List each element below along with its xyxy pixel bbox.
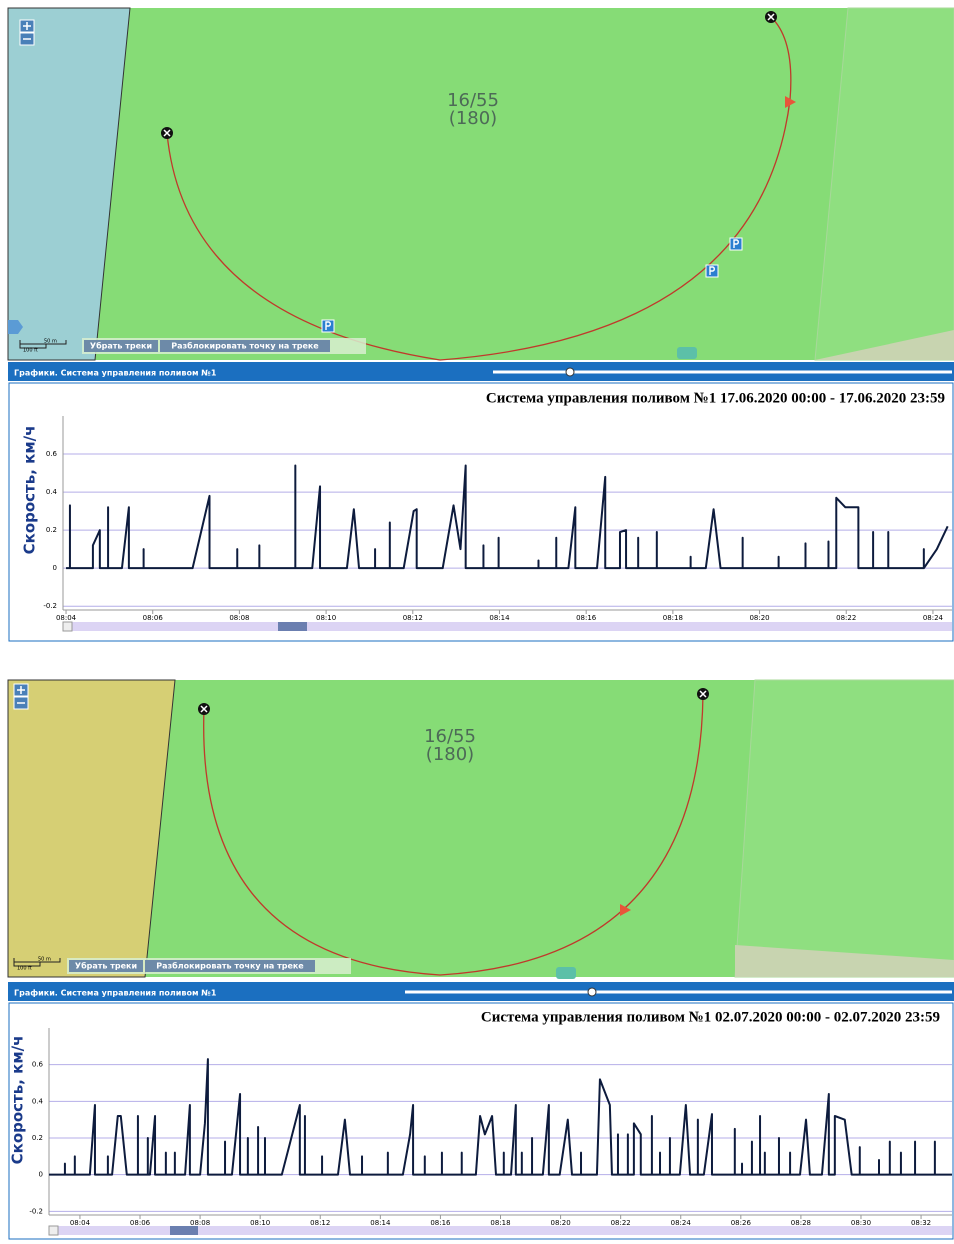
x-tick-label: 08:24 <box>671 1219 692 1227</box>
screenshot: 16/55(180)50 m100 ftУбрать трекиРазблоки… <box>0 0 954 1240</box>
x-tick-label: 08:30 <box>851 1219 871 1227</box>
y-tick-label: 0.2 <box>32 1134 43 1142</box>
x-tick-label: 08:18 <box>490 1219 510 1227</box>
x-tick-label: 08:04 <box>70 1219 91 1227</box>
y-tick-label: 0.6 <box>32 1061 44 1069</box>
button-label: Убрать треки <box>75 961 137 971</box>
button-label: Убрать треки <box>90 341 152 351</box>
y-tick-label: -0.2 <box>29 1207 43 1215</box>
y-tick-label: 0.6 <box>46 450 58 458</box>
x-tick-label: 08:22 <box>611 1219 631 1227</box>
y-tick-label: 0 <box>39 1171 43 1179</box>
y-axis-label: Скорость, км/ч <box>9 1036 27 1165</box>
x-tick-label: 08:10 <box>250 1219 270 1227</box>
x-tick-label: 08:12 <box>310 1219 330 1227</box>
time-slider-knob[interactable] <box>566 368 574 376</box>
x-tick-label: 08:28 <box>791 1219 811 1227</box>
scale-metric: 50 m <box>44 339 57 345</box>
field-area: (180) <box>449 108 497 129</box>
button-label: Разблокировать точку на треке <box>156 961 304 971</box>
y-tick-label: -0.2 <box>43 602 57 610</box>
map-field-edge <box>735 680 954 977</box>
x-tick-label: 08:14 <box>370 1219 391 1227</box>
map-neighbor-area <box>8 680 175 977</box>
field-area: (180) <box>426 744 474 765</box>
x-tick-label: 08:08 <box>229 614 249 622</box>
scale-imperial: 100 ft <box>23 348 38 354</box>
x-tick-label: 08:06 <box>130 1219 151 1227</box>
x-tick-label: 08:22 <box>836 614 856 622</box>
chart-title: Система управления поливом №1 17.06.2020… <box>486 390 945 406</box>
y-tick-label: 0 <box>53 564 57 572</box>
chart-title: Система управления поливом №1 02.07.2020… <box>481 1009 940 1025</box>
x-tick-label: 08:18 <box>663 614 683 622</box>
y-tick-label: 0.4 <box>32 1097 44 1105</box>
x-tick-label: 08:32 <box>911 1219 931 1227</box>
chart-scrollbar-thumb[interactable] <box>170 1226 198 1235</box>
chart-scrollbar[interactable] <box>63 622 952 631</box>
y-axis-label: Скорость, км/ч <box>21 426 39 555</box>
x-tick-label: 08:26 <box>731 1219 752 1227</box>
time-slider-knob[interactable] <box>588 988 596 996</box>
chart-scrollbar-left[interactable] <box>49 1226 58 1235</box>
x-tick-label: 08:16 <box>430 1219 451 1227</box>
panel-title: Графики. Система управления поливом №1 <box>14 369 217 378</box>
x-tick-label: 08:10 <box>316 614 336 622</box>
button-label: Разблокировать точку на треке <box>171 341 319 351</box>
chart-scrollbar-thumb[interactable] <box>278 622 307 631</box>
x-tick-label: 08:04 <box>56 614 77 622</box>
x-tick-label: 08:24 <box>923 614 944 622</box>
y-tick-label: 0.4 <box>46 488 58 496</box>
scale-metric: 50 m <box>38 957 51 963</box>
panel-title: Графики. Система управления поливом №1 <box>14 989 217 998</box>
scale-imperial: 100 ft <box>17 966 32 972</box>
x-tick-label: 08:08 <box>190 1219 210 1227</box>
x-tick-label: 08:06 <box>143 614 164 622</box>
x-tick-label: 08:20 <box>550 1219 570 1227</box>
x-tick-label: 08:12 <box>403 614 423 622</box>
home-button[interactable] <box>677 347 697 359</box>
y-tick-label: 0.2 <box>46 526 57 534</box>
chart-scrollbar-left[interactable] <box>63 622 72 631</box>
x-tick-label: 08:16 <box>576 614 597 622</box>
x-tick-label: 08:14 <box>489 614 510 622</box>
home-button[interactable] <box>556 967 576 979</box>
x-tick-label: 08:20 <box>749 614 769 622</box>
chart-panel <box>9 383 953 641</box>
map-background <box>8 8 954 360</box>
